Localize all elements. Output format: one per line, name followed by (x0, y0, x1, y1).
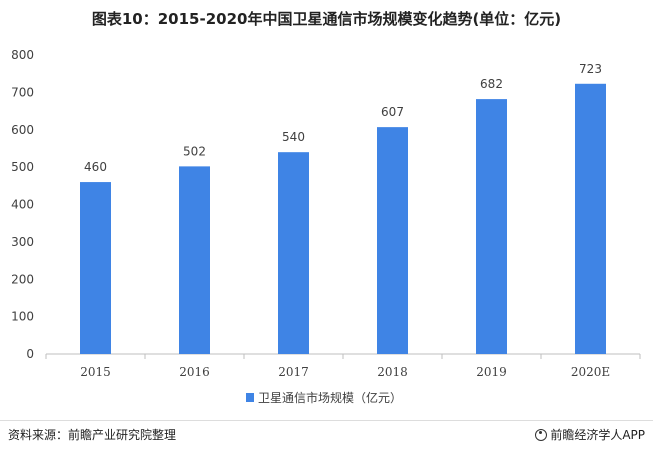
bar-2018 (377, 127, 408, 354)
x-tick-label: 2019 (476, 365, 507, 379)
y-tick-label: 400 (11, 198, 34, 212)
y-tick-label: 0 (26, 347, 34, 361)
bar-value-label: 607 (381, 105, 404, 119)
bar-value-label: 460 (84, 160, 107, 174)
bar-value-label: 723 (579, 62, 602, 76)
bar-value-label: 682 (480, 77, 503, 91)
source-note: 资料来源：前瞻产业研究院整理 (8, 428, 177, 442)
bar-2017 (278, 152, 309, 354)
brand-text: 前瞻经济学人APP (550, 428, 645, 442)
bar-2016 (179, 166, 210, 354)
bar-value-label: 540 (282, 130, 305, 144)
bar-2020E (575, 83, 606, 354)
y-tick-label: 600 (11, 123, 34, 137)
x-tick-label: 2017 (278, 365, 309, 379)
x-tick-label: 2016 (179, 365, 210, 379)
bar-value-label: 502 (183, 144, 206, 158)
y-tick-label: 800 (11, 48, 34, 62)
x-tick-label: 2020E (571, 365, 610, 379)
footer: 资料来源：前瞻产业研究院整理 前瞻经济学人APP (0, 420, 653, 451)
y-tick-label: 700 (11, 85, 34, 99)
bar-chart: 0 100 200 300 400 500 600 700 800 460 2015 502 2016 5… (11, 48, 641, 405)
brand-logo-icon (535, 428, 548, 441)
y-tick-label: 300 (11, 235, 34, 249)
y-tick-label: 200 (11, 272, 34, 286)
y-tick-label: 100 (11, 310, 34, 324)
legend-label: 卫星通信市场规模（亿元） (258, 390, 402, 405)
chart-title: 图表10：2015-2020年中国卫星通信市场规模变化趋势(单位：亿元) (91, 10, 562, 28)
x-tick-label: 2015 (80, 365, 111, 379)
bar-2015 (80, 182, 111, 354)
brand-label: 前瞻经济学人APP (535, 426, 645, 443)
x-tick-label: 2018 (377, 365, 408, 379)
y-tick-label: 500 (11, 160, 34, 174)
legend-swatch (246, 393, 254, 402)
bar-2019 (476, 99, 507, 354)
